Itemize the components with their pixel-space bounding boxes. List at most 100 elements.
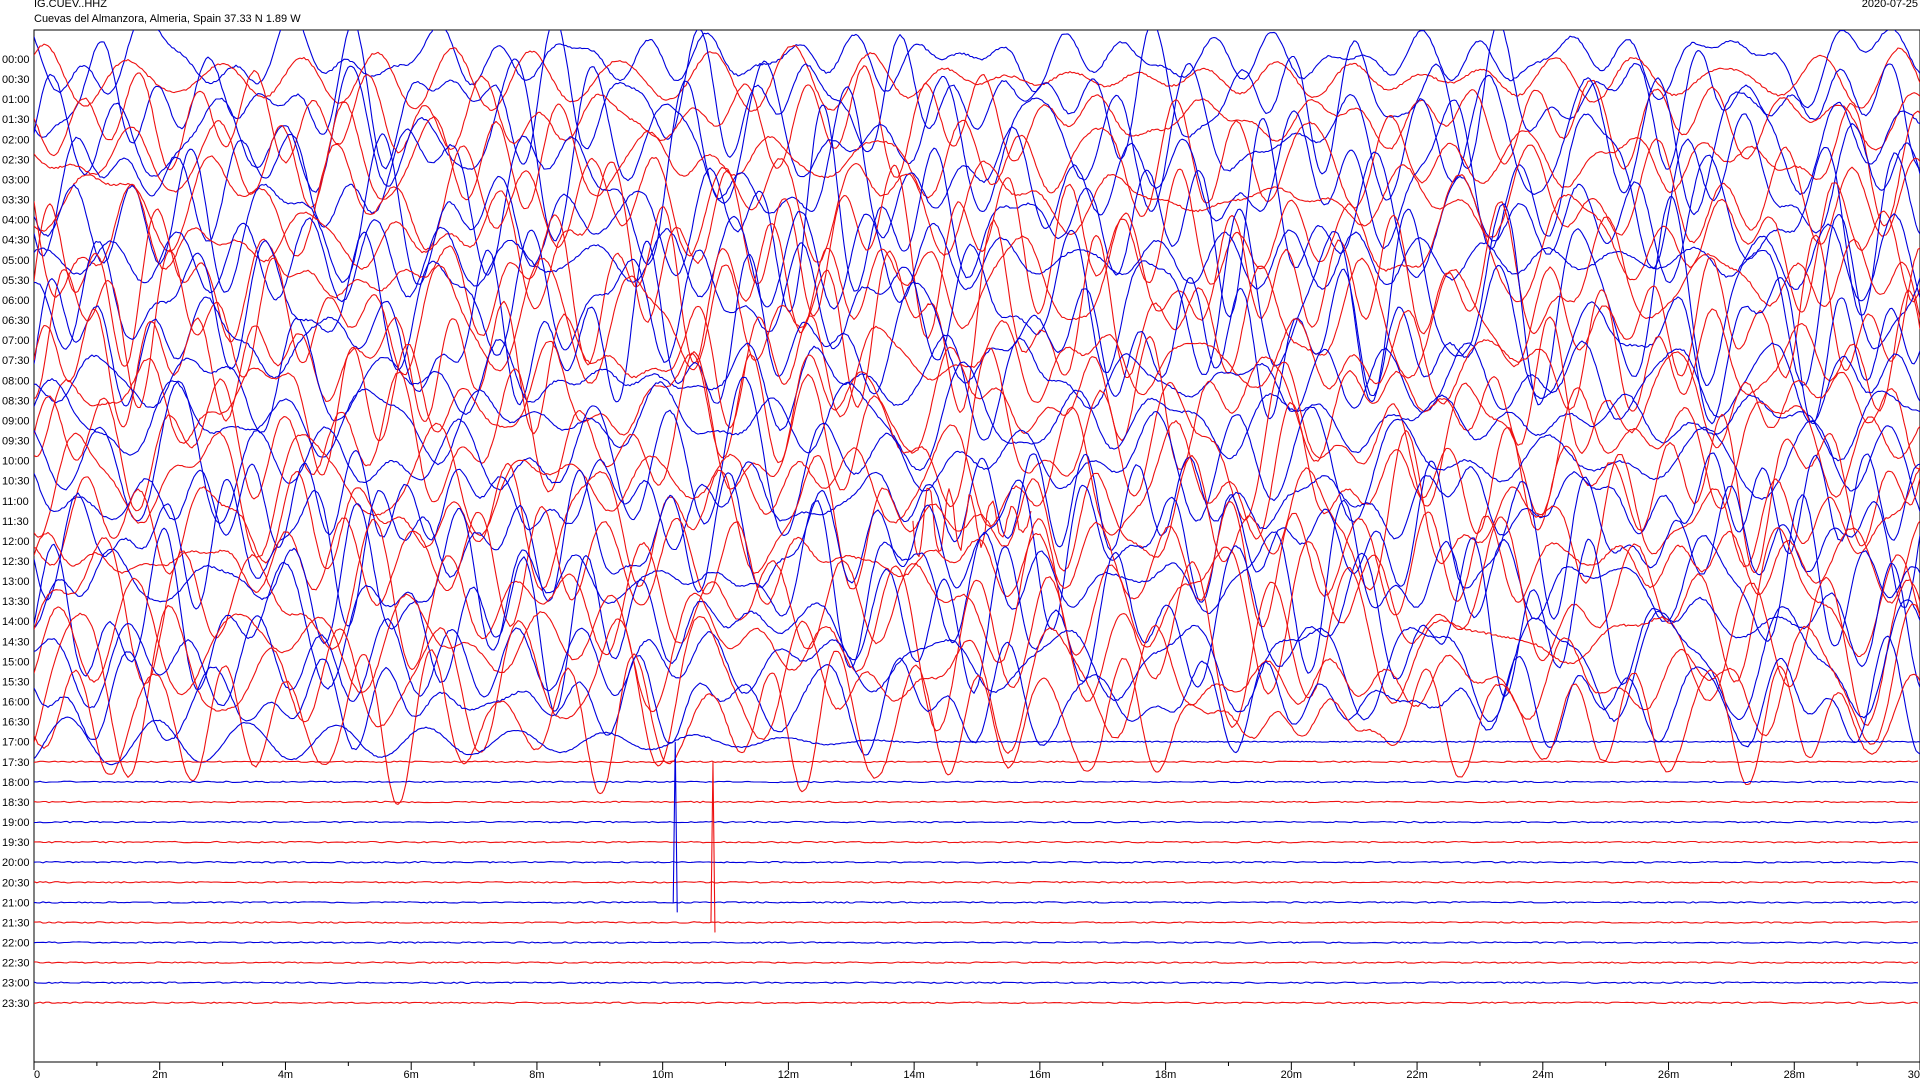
trace-row-1230 bbox=[34, 501, 1920, 628]
trace-row-0000 bbox=[34, 30, 1920, 109]
x-tick-label: 30 bbox=[1908, 1069, 1920, 1080]
trace-row-0200 bbox=[34, 58, 1920, 242]
row-time-label: 08:30 bbox=[2, 395, 30, 407]
row-time-label: 13:30 bbox=[2, 596, 30, 608]
trace-row-1600 bbox=[34, 635, 1920, 756]
row-time-label: 06:00 bbox=[2, 295, 30, 307]
trace-row-1330 bbox=[34, 516, 1920, 695]
trace-row-0500 bbox=[34, 211, 1920, 310]
trace-row-0730 bbox=[34, 289, 1920, 435]
row-time-label: 01:30 bbox=[2, 114, 30, 126]
trace-row-0300 bbox=[34, 80, 1920, 276]
x-tick-label: 12m bbox=[778, 1069, 799, 1080]
trace-row-2100 bbox=[34, 741, 1919, 913]
row-time-label: 07:00 bbox=[2, 335, 30, 347]
row-time-label: 22:00 bbox=[2, 938, 30, 950]
trace-row-0630 bbox=[34, 219, 1920, 413]
trace-row-0430 bbox=[34, 161, 1920, 339]
row-time-label: 13:00 bbox=[2, 576, 30, 588]
row-time-label: 07:30 bbox=[2, 355, 30, 367]
row-time-label: 16:30 bbox=[2, 717, 30, 729]
trace-row-1030 bbox=[34, 401, 1920, 574]
station-code: IG.CUEV..HHZ bbox=[34, 0, 107, 10]
x-tick-label: 20m bbox=[1281, 1069, 1302, 1080]
row-time-label: 09:30 bbox=[2, 436, 30, 448]
row-time-label: 18:00 bbox=[2, 777, 30, 789]
trace-row-1630 bbox=[34, 649, 1920, 805]
trace-row-0130 bbox=[34, 65, 1920, 178]
row-time-label: 02:00 bbox=[2, 134, 30, 146]
trace-row-2030 bbox=[34, 881, 1919, 884]
trace-row-1830 bbox=[34, 800, 1919, 804]
trace-row-0930 bbox=[34, 347, 1920, 521]
row-time-label: 12:30 bbox=[2, 556, 30, 568]
trace-row-1700 bbox=[34, 716, 1920, 766]
row-time-label: 17:30 bbox=[2, 757, 30, 769]
trace-row-1430 bbox=[34, 561, 1920, 732]
trace-row-2130 bbox=[34, 761, 1919, 933]
x-tick-label: 8m bbox=[529, 1069, 544, 1080]
row-time-label: 09:00 bbox=[2, 415, 30, 427]
trace-row-0400 bbox=[34, 104, 1920, 318]
row-time-label: 03:30 bbox=[2, 195, 30, 207]
row-time-label: 05:30 bbox=[2, 275, 30, 287]
x-tick-label: 6m bbox=[404, 1069, 419, 1080]
x-tick-label: 28m bbox=[1784, 1069, 1805, 1080]
trace-row-1400 bbox=[34, 527, 1920, 712]
row-time-label: 11:30 bbox=[2, 516, 29, 528]
x-tick-label: 4m bbox=[278, 1069, 293, 1080]
row-time-label: 03:00 bbox=[2, 174, 30, 186]
trace-row-2300 bbox=[34, 981, 1919, 984]
row-time-label: 14:30 bbox=[2, 636, 30, 648]
trace-row-1100 bbox=[34, 449, 1920, 555]
trace-row-1930 bbox=[34, 840, 1919, 844]
trace-row-2200 bbox=[34, 941, 1919, 944]
row-time-label: 02:30 bbox=[2, 154, 30, 166]
trace-row-1730 bbox=[34, 760, 1919, 764]
trace-row-1900 bbox=[34, 820, 1919, 824]
row-time-label: 04:30 bbox=[2, 235, 30, 247]
row-time-label: 19:30 bbox=[2, 837, 30, 849]
x-tick-label: 18m bbox=[1155, 1069, 1176, 1080]
row-time-label: 10:00 bbox=[2, 456, 30, 468]
trace-row-2230 bbox=[34, 961, 1919, 964]
x-tick-label: 22m bbox=[1406, 1069, 1427, 1080]
trace-row-0030 bbox=[34, 43, 1920, 112]
row-time-label: 11:00 bbox=[2, 496, 29, 508]
x-tick-label: 10m bbox=[652, 1069, 673, 1080]
row-time-label: 04:00 bbox=[2, 215, 30, 227]
trace-row-1300 bbox=[34, 494, 1920, 674]
row-time-label: 23:00 bbox=[2, 978, 30, 990]
row-time-label: 15:30 bbox=[2, 676, 30, 688]
row-time-label: 18:30 bbox=[2, 797, 30, 809]
row-time-label: 20:30 bbox=[2, 877, 30, 889]
trace-row-0700 bbox=[34, 240, 1920, 425]
row-time-label: 17:00 bbox=[2, 737, 30, 749]
trace-row-0530 bbox=[34, 201, 1920, 367]
row-time-label: 21:30 bbox=[2, 917, 30, 929]
trace-row-1130 bbox=[34, 429, 1920, 591]
row-time-label: 01:00 bbox=[2, 94, 30, 106]
trace-row-1200 bbox=[34, 460, 1920, 630]
row-time-label: 21:00 bbox=[2, 897, 30, 909]
record-date: 2020-07-25 bbox=[1861, 0, 1918, 10]
trace-row-0600 bbox=[34, 195, 1920, 406]
trace-row-1530 bbox=[34, 603, 1920, 778]
x-tick-label: 16m bbox=[1029, 1069, 1050, 1080]
trace-row-2000 bbox=[34, 860, 1919, 864]
row-time-label: 06:30 bbox=[2, 315, 30, 327]
row-time-label: 00:00 bbox=[2, 54, 30, 66]
row-time-label: 00:30 bbox=[2, 74, 30, 86]
x-tick-label: 2m bbox=[152, 1069, 167, 1080]
row-time-label: 05:00 bbox=[2, 255, 30, 267]
trace-row-1800 bbox=[34, 780, 1919, 784]
station-location: Cuevas del Almanzora, Almeria, Spain 37.… bbox=[34, 13, 301, 25]
x-tick-label: 26m bbox=[1658, 1069, 1679, 1080]
row-time-label: 22:30 bbox=[2, 958, 30, 970]
x-tick-label: 14m bbox=[903, 1069, 924, 1080]
x-tick-label: 24m bbox=[1532, 1069, 1553, 1080]
row-time-label: 15:00 bbox=[2, 656, 30, 668]
x-tick-label: 0 bbox=[34, 1069, 40, 1080]
trace-row-2330 bbox=[34, 1001, 1919, 1005]
